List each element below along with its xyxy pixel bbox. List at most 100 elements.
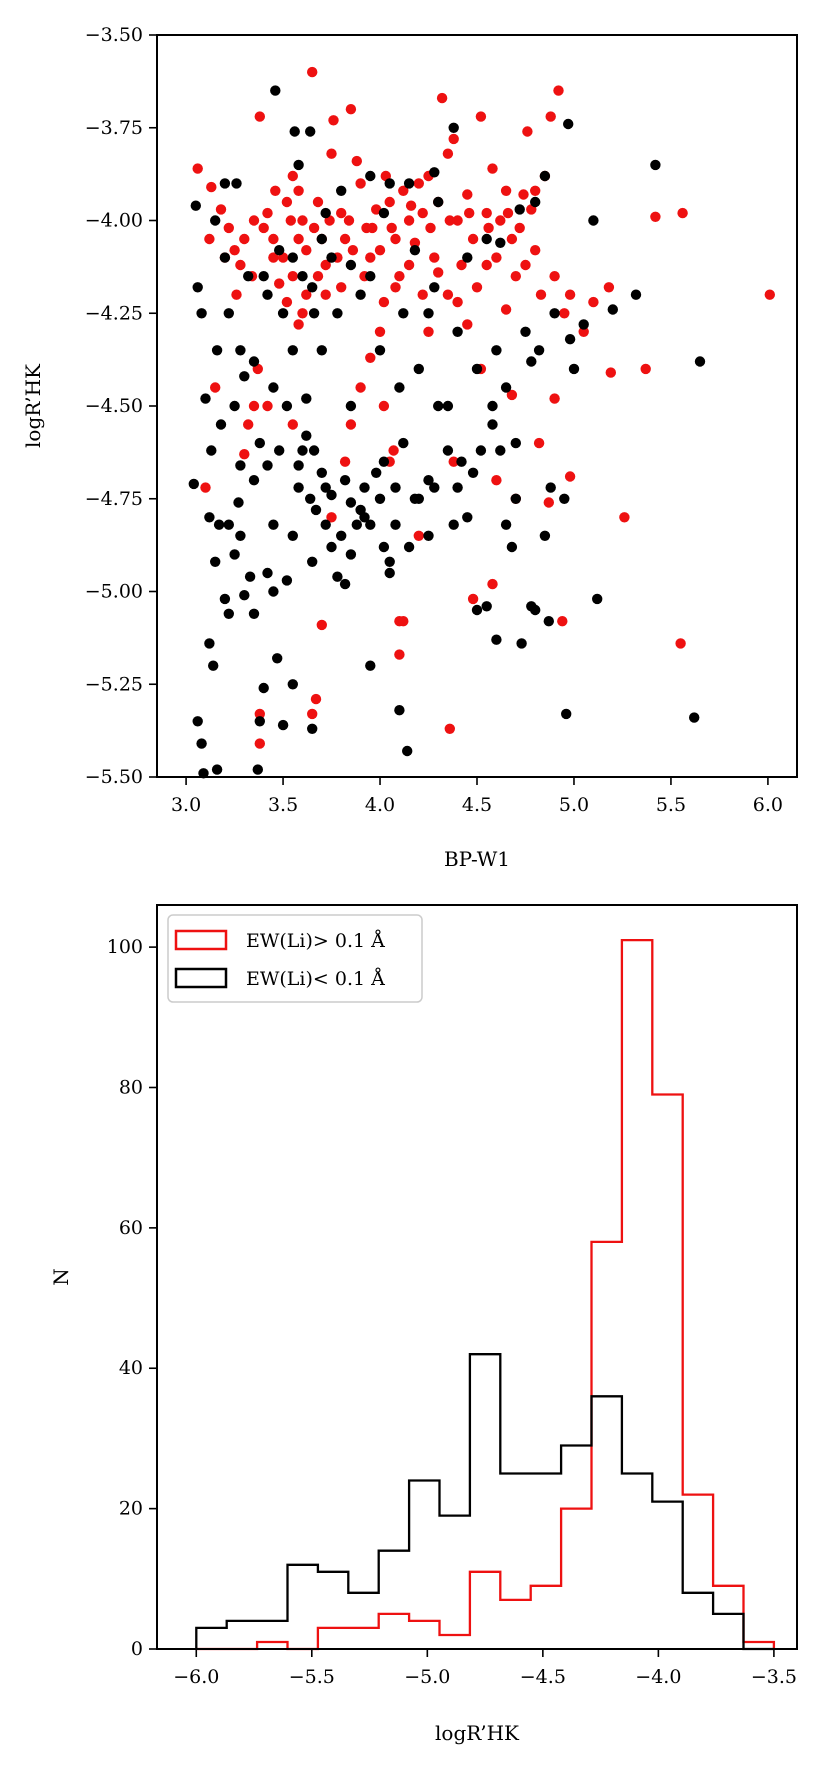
scatter-point-red [378,296,390,308]
scatter-point-black [254,716,265,727]
scatter-point-black [351,519,362,530]
scatter-point-black [287,252,298,263]
scatter-point-red [444,723,455,734]
scatter-point-black [326,489,337,501]
scatter-point-red [192,163,203,174]
scatter-point-red [522,126,533,137]
scatter-point-black [301,430,312,441]
histogram-x-tick-label: −5.0 [404,1666,450,1688]
scatter-point-black [402,745,413,757]
scatter-point-red [388,445,399,456]
scatter-point-black [277,308,289,319]
scatter-point-red [481,259,492,271]
scatter-point-red [285,215,296,226]
scatter-point-black [345,497,357,508]
scatter-point-red [268,252,279,263]
scatter-point-red [328,115,339,126]
scatter-point-black [689,712,700,723]
scatter-point-black [210,215,221,226]
scatter-point-red [248,215,260,226]
scatter-point-black [272,653,283,664]
scatter-point-black [310,504,322,516]
scatter-point-black [297,445,308,456]
scatter-point-black [433,400,444,412]
scatter-point-black [192,282,203,293]
scatter-point-black [254,437,265,449]
scatter-point-red [287,419,298,430]
scatter-point-red [394,649,405,660]
scatter-point-black [308,445,320,456]
scatter-point-red [351,155,362,167]
scatter-point-black [448,122,459,133]
scatter-point-red [310,693,322,705]
scatter-point-red [374,326,386,337]
scatter-point-red [442,148,454,159]
histogram-legend: EW(Li)> 0.1 Å EW(Li)< 0.1 Å [167,914,423,1003]
scatter-point-black [229,549,240,560]
histogram-y-axis: 0 20 40 60 80 100 [107,936,157,1660]
scatter-point-red [467,593,479,605]
scatter-point-black [563,118,574,130]
histogram-plot-frame [156,904,798,1650]
scatter-point-red [378,400,390,412]
scatter-point-red [200,482,211,493]
scatter-point-red [462,189,473,200]
scatter-point-black [539,530,551,541]
scatter-point-red [390,233,401,245]
scatter-point-black [530,196,541,208]
scatter-point-red [557,616,568,627]
scatter-point-black [301,393,312,404]
scatter-point-black [543,616,554,627]
scatter-point-black [297,271,308,282]
scatter-point-red [345,104,357,115]
scatter-point-black [210,556,221,567]
scatter-point-red [215,204,227,215]
scatter-point-black [262,567,273,579]
scatter-x-tick-label: 4.0 [365,794,395,816]
scatter-point-black [378,541,390,553]
scatter-point-black [320,482,331,493]
scatter-point-red [301,245,312,256]
scatter-point-red [262,400,273,412]
scatter-point-black [561,708,572,720]
scatter-point-red [433,267,444,278]
scatter-point-red [297,308,308,319]
scatter-point-black [287,530,298,541]
scatter-point-black [305,493,316,504]
histogram-y-tick-label: 20 [119,1498,143,1520]
scatter-point-red [239,449,250,460]
scatter-point-black [429,282,440,293]
scatter-point-black [462,252,473,263]
scatter-point-black [316,345,327,356]
scatter-point-black [471,363,483,375]
scatter-point-red [640,363,651,375]
scatter-point-red [533,437,545,449]
scatter-point-black [359,482,370,493]
scatter-point-black [307,556,318,567]
scatter-point-black [307,723,318,734]
scatter-point-black [394,705,405,716]
scatter-point-red [394,271,405,282]
scatter-point-red [603,282,615,293]
scatter-point-red [500,185,512,196]
scatter-point-red [223,222,234,234]
scatter-point-red [520,259,531,271]
scatter-point-black [384,178,395,189]
scatter-point-red [650,211,661,222]
scatter-point-black [650,159,661,171]
scatter-point-black [345,400,357,412]
scatter-point-black [262,289,273,300]
scatter-point-black [462,512,473,523]
scatter-point-red [514,222,525,234]
scatter-point-black [429,482,440,493]
scatter-point-black [307,282,318,293]
scatter-point-red [307,708,318,720]
scatter-point-red [675,638,686,649]
scatter-point-black [442,400,454,412]
scatter-point-red [262,207,273,219]
scatter-y-tick-label: −4.00 [85,210,143,232]
scatter-point-red [491,252,502,263]
scatter-point-red [619,512,630,523]
scatter-point-black [190,200,201,211]
